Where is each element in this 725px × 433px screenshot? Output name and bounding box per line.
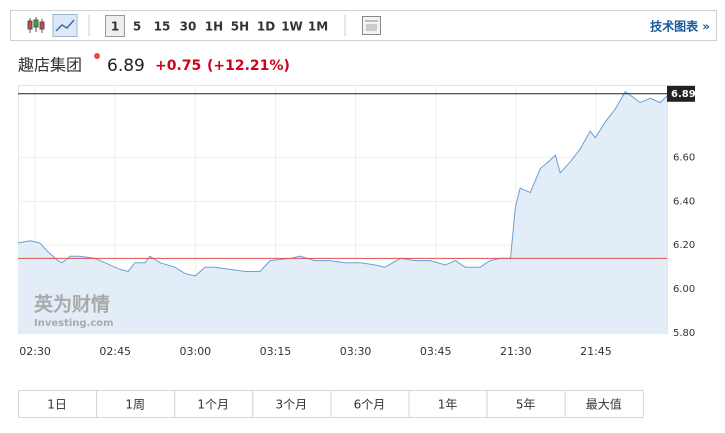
x-tick-label: 02:30: [19, 345, 51, 358]
last-price-label: 6.89: [671, 89, 696, 100]
technical-chart-link[interactable]: 技术图表 »: [650, 19, 710, 34]
stock-name: 趣店集团: [18, 56, 82, 75]
range-tab[interactable]: [486, 390, 566, 418]
line-icon[interactable]: [52, 14, 78, 37]
y-tick-label: 6.00: [673, 284, 695, 295]
interval-button[interactable]: 5H: [231, 20, 249, 34]
interval-selected: [105, 15, 125, 37]
range-tab-label: 最大值: [586, 397, 622, 412]
live-dot: [94, 53, 100, 59]
y-tick-label: 6.40: [673, 196, 695, 207]
price-line: [17, 90, 668, 277]
interval-button[interactable]: 15: [154, 20, 171, 34]
y-tick-label: 6.60: [673, 152, 695, 163]
watermark-brand: 英为财情: [34, 293, 110, 316]
plot: 02:30 02:45 03:00 03:15 03:30 03:45 21:30 21:45…: [17, 85, 696, 358]
interval-group: 1 5 15 30 1H 5H 1D 1W 1M: [105, 15, 328, 37]
interval-button[interactable]: 1M: [308, 20, 328, 34]
interval-button[interactable]: 1H: [205, 20, 223, 34]
change: +0.75: [155, 58, 201, 74]
range-tab[interactable]: [96, 390, 176, 418]
range-tabs: 1日 1周 1个月 3个月 6个月 1年 5年 最大值: [18, 390, 644, 418]
x-tick-label: 21:45: [580, 345, 612, 358]
x-tick-label: 03:45: [420, 345, 452, 358]
range-tab-label: 1年: [438, 398, 458, 412]
range-tab[interactable]: [330, 390, 410, 418]
x-tick-label: 03:00: [179, 345, 211, 358]
range-tab-label: 3个月: [276, 398, 308, 412]
range-tab[interactable]: [252, 390, 332, 418]
price-area: [18, 91, 667, 333]
candle-icon[interactable]: [27, 17, 45, 33]
interval-button[interactable]: 1: [111, 20, 119, 34]
range-tab[interactable]: [408, 390, 488, 418]
range-tab-label: 5年: [516, 398, 536, 412]
last-price-box: [667, 85, 695, 102]
x-tick-label: 02:45: [99, 345, 131, 358]
range-tab[interactable]: [18, 390, 98, 418]
range-tab-label: 6个月: [354, 398, 386, 412]
watermark-site: Investing.com: [34, 318, 114, 329]
range-tab-label: 1个月: [197, 398, 229, 412]
range-tab-label: 1日: [47, 398, 67, 412]
interval-button[interactable]: 30: [180, 20, 197, 34]
y-tick-label: 5.80: [673, 328, 695, 339]
change-percent: (+12.21%): [207, 58, 290, 74]
calendar-icon[interactable]: [362, 16, 381, 35]
x-tick-label: 21:30: [500, 345, 532, 358]
line-icon-glyph: [55, 19, 75, 32]
price: 6.89: [107, 56, 145, 76]
range-tab-label: 1周: [125, 398, 145, 412]
range-tab[interactable]: [564, 390, 644, 418]
x-tick-label: 03:15: [260, 345, 292, 358]
y-tick-label: 6.20: [673, 240, 695, 251]
interval-button[interactable]: 5: [133, 20, 141, 34]
interval-button[interactable]: 1D: [257, 20, 275, 34]
x-tick-label: 03:30: [340, 345, 372, 358]
interval-button[interactable]: 1W: [281, 20, 303, 34]
